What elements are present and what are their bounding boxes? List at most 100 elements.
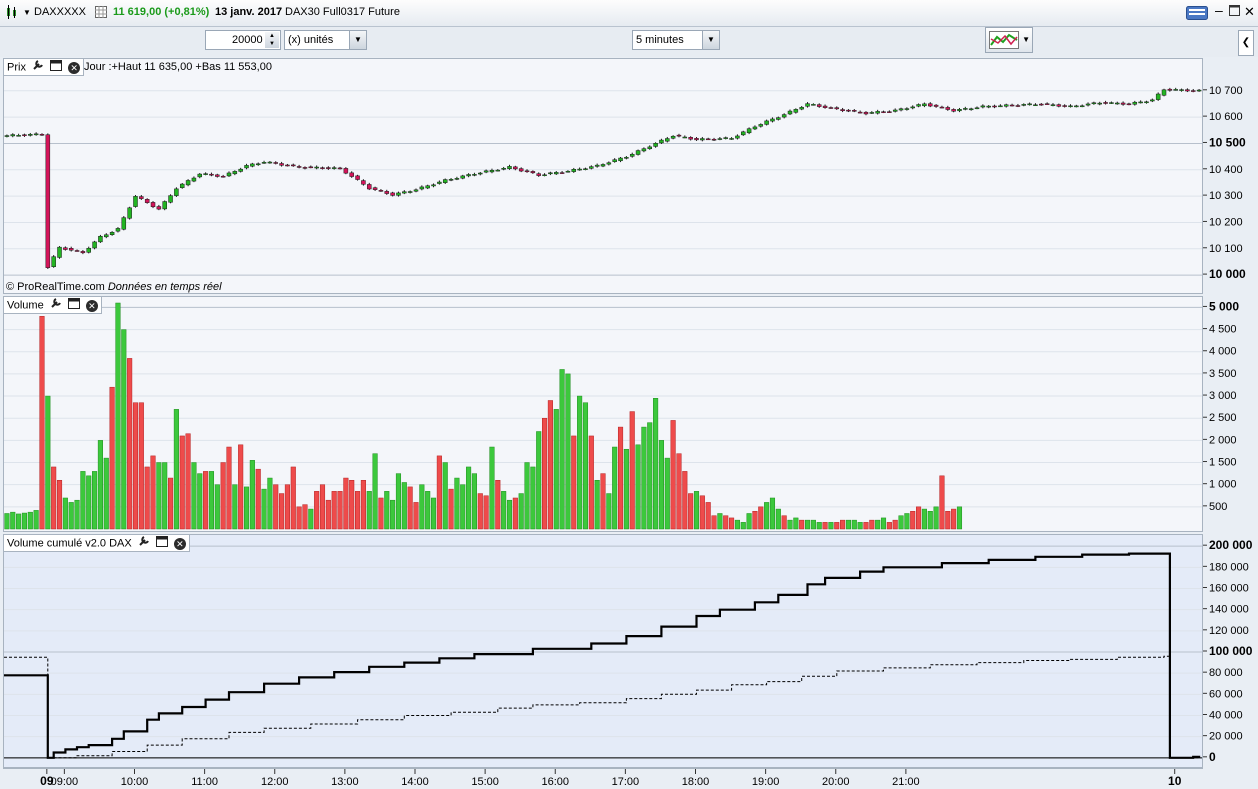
- close-icon[interactable]: ✕: [1244, 4, 1255, 19]
- candle-body: [168, 195, 173, 203]
- candle-body: [957, 109, 962, 112]
- candle-body: [1079, 105, 1085, 108]
- close-panel-icon[interactable]: ✕: [68, 61, 81, 74]
- candle-body: [80, 251, 86, 254]
- candle-body: [898, 108, 904, 111]
- volume-bar: [150, 455, 156, 530]
- indicators-button[interactable]: ▼: [985, 27, 1033, 53]
- candle-body: [179, 183, 185, 188]
- candle-body: [483, 170, 489, 173]
- volume-bar: [711, 515, 717, 530]
- candle-body: [752, 126, 758, 130]
- stepper-arrows-icon[interactable]: ▲ ▼: [265, 32, 279, 48]
- candle-body: [612, 159, 617, 162]
- window-icon[interactable]: [67, 297, 80, 314]
- symbol-dropdown-arrow-icon[interactable]: ▼: [23, 8, 31, 17]
- volume-bar: [448, 488, 454, 530]
- y-tick-label: 4 000: [1209, 346, 1237, 358]
- close-panel-icon[interactable]: ✕: [173, 537, 186, 550]
- volume-panel-header: Volume ✕: [4, 297, 102, 314]
- candle-body: [33, 133, 39, 136]
- candle-body: [518, 168, 524, 172]
- candle-body: [384, 191, 390, 194]
- volume-bar: [851, 519, 857, 530]
- candle-body: [723, 137, 728, 139]
- volume-bar: [588, 435, 594, 530]
- candle-body: [857, 111, 863, 114]
- candle-body: [437, 181, 442, 184]
- candle-body: [285, 164, 290, 167]
- window-icon[interactable]: [155, 535, 168, 552]
- y-tick-label: 0: [1209, 750, 1216, 764]
- volume-bar: [436, 455, 442, 530]
- chevron-down-icon[interactable]: ▼: [702, 31, 719, 49]
- grid-icon[interactable]: [95, 6, 107, 21]
- volume-bar: [653, 398, 659, 530]
- volume-bar: [45, 395, 51, 530]
- y-tick-label: 1 500: [1209, 457, 1237, 469]
- volume-bar: [319, 484, 326, 530]
- quantity-stepper[interactable]: 20000 ▲ ▼: [205, 30, 281, 50]
- candle-body: [805, 103, 810, 107]
- volume-bar: [869, 519, 875, 530]
- wrench-icon[interactable]: [138, 535, 150, 552]
- y-tick-label: 10 100: [1209, 243, 1243, 255]
- volume-bar: [676, 453, 682, 530]
- wrench-icon[interactable]: [32, 59, 44, 76]
- volume-panel-title: Volume: [7, 299, 44, 312]
- symbol-label[interactable]: DAXXXXX: [34, 6, 86, 18]
- candle-body: [922, 103, 927, 107]
- candle-body: [302, 167, 308, 169]
- volume-bar: [4, 513, 10, 530]
- volume-bar: [793, 517, 799, 530]
- x-tick-label: 20:00: [822, 776, 850, 788]
- volume-bar: [16, 513, 22, 530]
- candle-body: [127, 207, 132, 219]
- candle-body: [250, 163, 255, 167]
- volume-bar: [56, 480, 63, 530]
- candle-body: [822, 105, 828, 108]
- volume-bar: [822, 522, 828, 530]
- volume-chart[interactable]: [4, 297, 1202, 531]
- candle-body: [209, 173, 214, 176]
- maximize-icon[interactable]: [1229, 5, 1240, 19]
- candle-body: [589, 166, 594, 169]
- chevron-down-icon[interactable]: ▼: [349, 31, 366, 49]
- side-panel-toggle-icon[interactable]: ❮: [1238, 30, 1254, 56]
- y-tick-label: 140 000: [1209, 604, 1249, 616]
- candle-body: [980, 105, 986, 108]
- candle-body: [419, 186, 425, 190]
- price-chart[interactable]: [4, 59, 1202, 293]
- quantity-value[interactable]: 20000: [232, 34, 263, 46]
- volume-bar: [208, 471, 215, 530]
- candle-body: [670, 135, 676, 139]
- volume-bar: [723, 515, 729, 530]
- minimize-icon[interactable]: –: [1215, 2, 1223, 18]
- candle-body: [828, 107, 834, 109]
- volume-bar: [840, 519, 846, 530]
- candle-body: [203, 173, 208, 175]
- volume-bar: [290, 466, 296, 530]
- window-icon[interactable]: [50, 59, 63, 76]
- y-tick-label: 180 000: [1209, 561, 1249, 573]
- candle-body: [448, 179, 454, 181]
- candle-body: [735, 135, 740, 139]
- candle-body: [1179, 89, 1184, 91]
- y-tick-label: 160 000: [1209, 583, 1249, 595]
- y-tick-label: 40 000: [1209, 709, 1243, 721]
- timeframe-select[interactable]: 5 minutes ▼: [632, 30, 720, 50]
- close-panel-icon[interactable]: ✕: [85, 299, 98, 312]
- candle-body: [191, 177, 197, 182]
- candle-body: [150, 202, 156, 208]
- candle-body: [16, 135, 21, 137]
- candle-body: [220, 175, 226, 178]
- units-select[interactable]: (x) unités ▼: [284, 30, 367, 50]
- wrench-icon[interactable]: [50, 297, 62, 314]
- volume-bar: [115, 302, 121, 530]
- timeframe-value: 5 minutes: [636, 34, 684, 46]
- chart-type-icon[interactable]: [5, 4, 19, 23]
- cumvol-chart[interactable]: [4, 535, 1202, 767]
- keyboard-icon[interactable]: [1186, 6, 1208, 23]
- candle-body: [711, 138, 717, 141]
- chevron-down-icon[interactable]: ▼: [1022, 35, 1030, 44]
